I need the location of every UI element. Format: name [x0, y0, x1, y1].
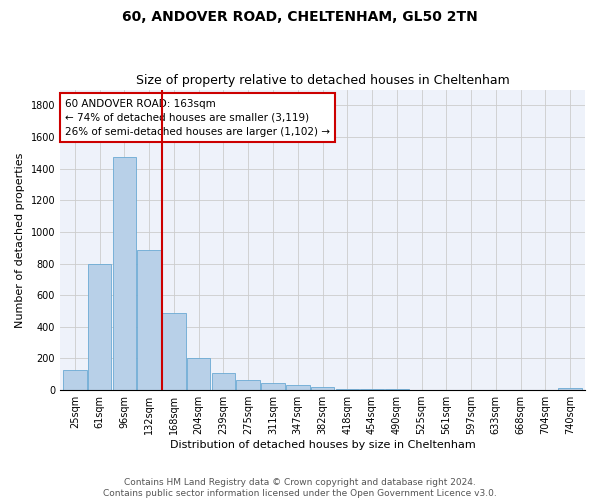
Title: Size of property relative to detached houses in Cheltenham: Size of property relative to detached ho…	[136, 74, 509, 87]
Text: 60 ANDOVER ROAD: 163sqm
← 74% of detached houses are smaller (3,119)
26% of semi: 60 ANDOVER ROAD: 163sqm ← 74% of detache…	[65, 98, 330, 136]
Bar	[187, 358, 211, 390]
Bar	[261, 383, 285, 390]
X-axis label: Distribution of detached houses by size in Cheltenham: Distribution of detached houses by size …	[170, 440, 475, 450]
Bar	[162, 312, 186, 390]
Text: Contains HM Land Registry data © Crown copyright and database right 2024.
Contai: Contains HM Land Registry data © Crown c…	[103, 478, 497, 498]
Bar	[113, 157, 136, 390]
Y-axis label: Number of detached properties: Number of detached properties	[15, 152, 25, 328]
Bar	[286, 385, 310, 390]
Bar	[236, 380, 260, 390]
Bar	[311, 386, 334, 390]
Bar	[88, 264, 112, 390]
Text: 60, ANDOVER ROAD, CHELTENHAM, GL50 2TN: 60, ANDOVER ROAD, CHELTENHAM, GL50 2TN	[122, 10, 478, 24]
Bar	[559, 388, 582, 390]
Bar	[335, 388, 359, 390]
Bar	[137, 250, 161, 390]
Bar	[360, 388, 384, 390]
Bar	[212, 374, 235, 390]
Bar	[63, 370, 86, 390]
